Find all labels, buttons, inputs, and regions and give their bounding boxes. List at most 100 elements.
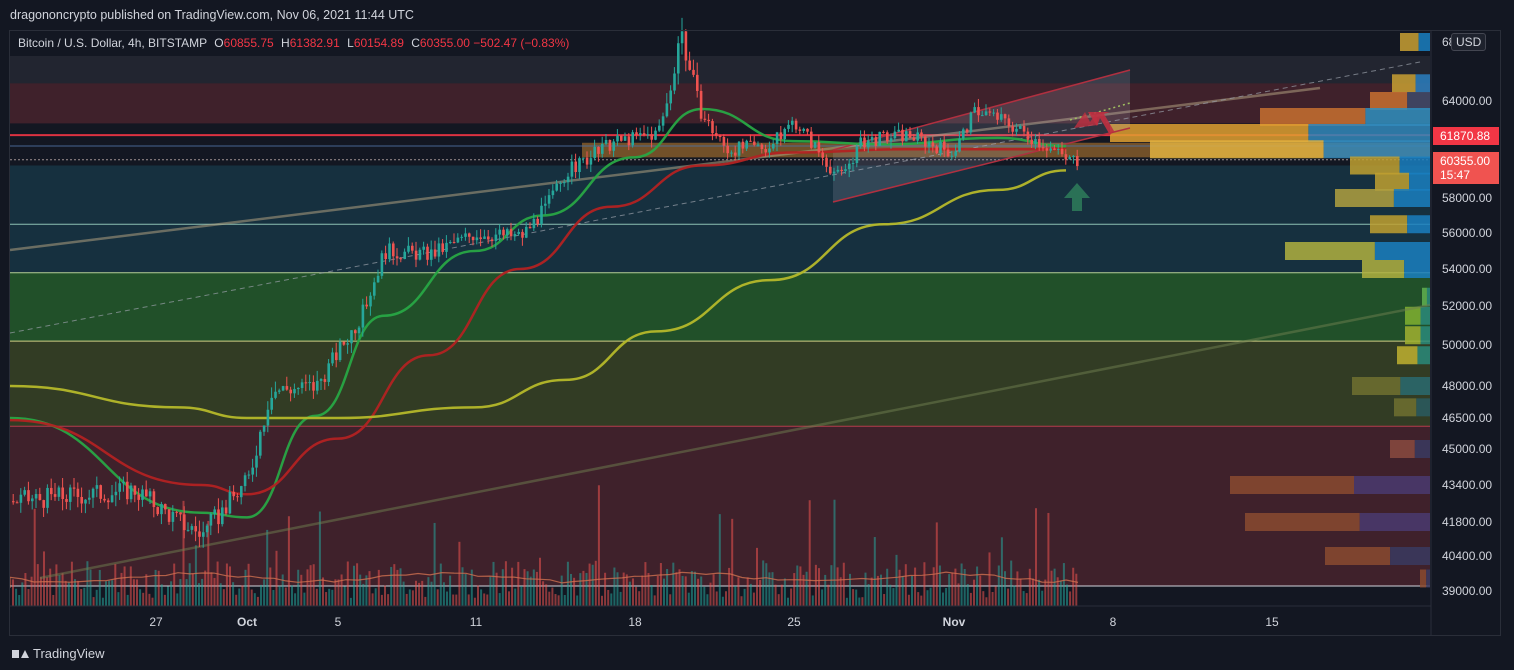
- volume-bar: [678, 569, 681, 606]
- candle-body: [532, 218, 536, 229]
- volume-bar: [74, 579, 76, 606]
- currency-button[interactable]: USD: [1451, 33, 1487, 51]
- volume-bar: [216, 561, 219, 606]
- volume-bar: [718, 514, 721, 606]
- candle-body: [103, 498, 106, 501]
- candle-body: [331, 352, 334, 364]
- candle-body: [228, 491, 232, 514]
- volume-bar: [777, 594, 780, 606]
- volume-bar: [883, 594, 886, 606]
- price-chart[interactable]: 6864000.0058000.0056000.0054000.0052000.…: [0, 0, 1514, 640]
- volume-bar: [700, 576, 703, 606]
- candle-body: [46, 487, 49, 508]
- profile-bar-down: [1399, 156, 1430, 175]
- candle-body: [449, 241, 452, 243]
- candle-body: [760, 144, 764, 150]
- profile-bar-up: [1370, 215, 1408, 234]
- volume-bar: [948, 574, 951, 606]
- volume-bar: [619, 591, 622, 606]
- profile-bar-down: [1407, 92, 1430, 110]
- candle-body: [544, 203, 547, 206]
- candle-body: [536, 218, 539, 225]
- volume-bar: [154, 569, 157, 606]
- profile-bar-down: [1354, 476, 1430, 494]
- candle-body: [703, 118, 707, 120]
- legend-change: −502.47 (−0.83%): [473, 36, 570, 50]
- volume-bar: [365, 575, 368, 606]
- candle-body: [342, 341, 346, 345]
- volume-bar: [752, 592, 755, 606]
- candle-body: [741, 141, 745, 149]
- volume-bar: [278, 585, 281, 606]
- candle-body: [924, 136, 927, 147]
- profile-bar-up: [1390, 440, 1415, 458]
- candle-body: [80, 496, 83, 504]
- profile-bar-up: [1400, 33, 1419, 51]
- candle-body: [965, 129, 969, 133]
- volume-bar: [669, 594, 672, 606]
- candle-body: [392, 243, 395, 257]
- candle-body: [270, 397, 273, 410]
- profile-bar-up: [1422, 287, 1427, 306]
- candle-body: [152, 491, 156, 508]
- candle-body: [445, 242, 448, 252]
- legend-low-label: L: [347, 36, 354, 50]
- candle-body: [300, 382, 304, 388]
- candle-body: [665, 103, 669, 117]
- candle-body: [380, 253, 384, 276]
- y-tick-label: 45000.00: [1442, 442, 1492, 456]
- candle-body: [528, 226, 532, 229]
- candle-body: [251, 467, 254, 475]
- x-tick-label: 5: [335, 615, 342, 629]
- volume-bar: [424, 596, 427, 606]
- volume-bar: [436, 589, 439, 606]
- candle-body: [164, 503, 167, 510]
- candle-body: [217, 509, 220, 525]
- volume-bar: [969, 592, 972, 606]
- candle-body: [327, 363, 330, 382]
- candle-body: [593, 146, 596, 159]
- candle-body: [821, 152, 824, 158]
- volume-bar: [793, 573, 796, 606]
- volume-bar: [480, 589, 483, 606]
- profile-bar-down: [1359, 513, 1430, 531]
- volume-bar: [703, 586, 706, 606]
- volume-bar: [421, 580, 424, 606]
- volume-bar: [300, 574, 303, 606]
- legend-symbol: Bitcoin / U.S. Dollar, 4h, BITSTAMP: [18, 36, 207, 50]
- volume-bar: [911, 575, 913, 606]
- tradingview-brand[interactable]: TradingView: [12, 646, 105, 661]
- candle-body: [901, 129, 904, 142]
- candle-body: [183, 514, 186, 531]
- volume-profile: [1110, 33, 1430, 588]
- volume-bar: [582, 570, 585, 606]
- zone-teal: [10, 165, 1430, 273]
- volume-bar: [858, 597, 861, 606]
- volume-bar: [185, 579, 188, 606]
- profile-bar-up: [1420, 569, 1427, 588]
- volume-bar: [966, 584, 969, 606]
- candle-body: [696, 74, 699, 91]
- candle-body: [1045, 148, 1049, 151]
- volume-bar: [359, 574, 362, 606]
- candle-body: [981, 115, 984, 117]
- volume-bar: [114, 563, 117, 606]
- volume-bar: [684, 576, 687, 606]
- candle-body: [650, 134, 653, 140]
- candle-body: [281, 386, 285, 391]
- candle-body: [369, 295, 372, 307]
- volume-bar: [659, 563, 662, 606]
- volume-bar: [182, 500, 185, 606]
- volume-bar: [1022, 591, 1025, 606]
- candle-body: [722, 137, 726, 146]
- volume-bar: [855, 589, 858, 606]
- volume-bar: [486, 594, 489, 606]
- volume-bar: [551, 587, 554, 606]
- volume-bar: [260, 584, 262, 606]
- candle-body: [338, 341, 342, 361]
- volume-bar: [889, 584, 892, 606]
- volume-bar: [833, 499, 836, 606]
- volume-bar: [622, 572, 625, 606]
- volume-bar: [842, 562, 845, 606]
- profile-bar-down: [1393, 189, 1430, 207]
